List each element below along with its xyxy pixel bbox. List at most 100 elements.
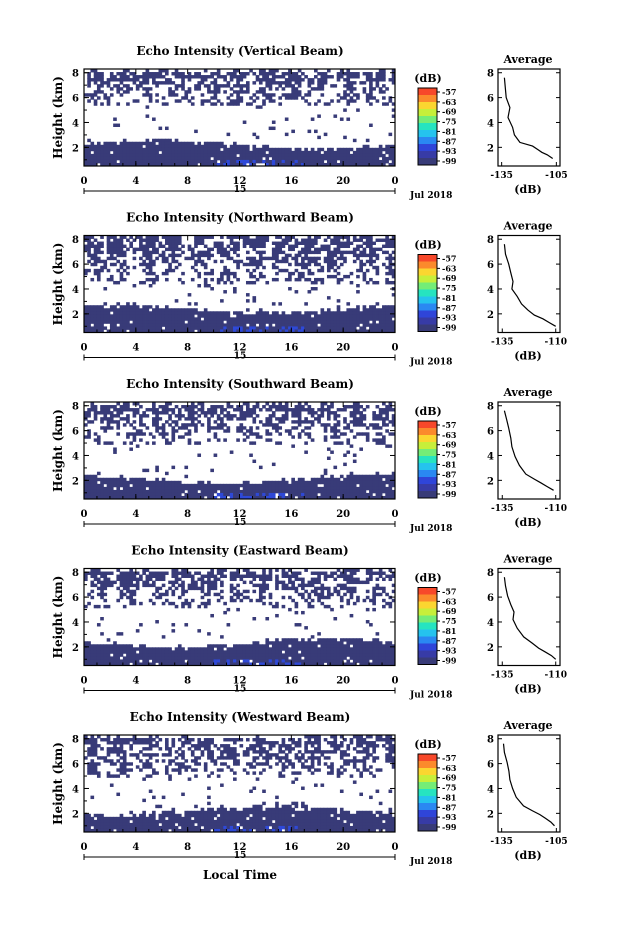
- heatmap-cell: [352, 405, 357, 409]
- heatmap-cell: [271, 314, 276, 318]
- heatmap-cell: [233, 326, 237, 330]
- heatmap-cell: [252, 93, 257, 97]
- heatmap-cell: [268, 99, 273, 103]
- heatmap-cell: [258, 420, 263, 424]
- heatmap-cell: [346, 241, 351, 245]
- heatmap-cell: [96, 314, 101, 318]
- heatmap-cell: [187, 78, 192, 82]
- heatmap-cell: [346, 244, 351, 249]
- heatmap-cell: [197, 495, 202, 500]
- heatmap-cell: [284, 78, 289, 82]
- heatmap-cell: [93, 305, 98, 309]
- heatmap-cell: [155, 274, 159, 279]
- heatmap-cell: [365, 477, 370, 482]
- heatmap-cell: [359, 262, 363, 267]
- heatmap-cell: [164, 153, 169, 158]
- heatmap-cell: [103, 162, 108, 167]
- heatmap-cell: [294, 483, 299, 488]
- heatmap-cell: [109, 153, 114, 158]
- heatmap-cell: [126, 432, 130, 436]
- heatmap-cell: [93, 271, 98, 276]
- heatmap-cell: [207, 423, 211, 427]
- heatmap-cell: [346, 477, 351, 482]
- heatmap-cell: [369, 323, 373, 327]
- heatmap-cell: [281, 408, 286, 412]
- heatmap-cell: [174, 486, 179, 491]
- heatmap-cell: [326, 447, 331, 451]
- heatmap-cell: [87, 489, 91, 494]
- heatmap-cell: [323, 489, 328, 494]
- heatmap-cell: [268, 81, 273, 85]
- heatmap-cell: [262, 90, 266, 94]
- heatmap-cell: [314, 480, 318, 485]
- heatmap-cell: [177, 426, 182, 430]
- heatmap-cell: [314, 317, 318, 321]
- heatmap-cell: [385, 480, 389, 485]
- heatmap-cell: [213, 150, 218, 155]
- heatmap-cell: [330, 99, 334, 103]
- heatmap-cell: [258, 486, 263, 491]
- heatmap-cell: [236, 589, 240, 594]
- heatmap-cell: [135, 662, 140, 666]
- heatmap-cell: [229, 153, 234, 158]
- heatmap-cell: [242, 574, 247, 578]
- heatmap-cell: [362, 150, 367, 155]
- heatmap-cell: [385, 147, 389, 152]
- heatmap-cell: [174, 329, 179, 333]
- heatmap-cell: [262, 423, 266, 427]
- heatmap-cell: [326, 69, 331, 73]
- heatmap-cell: [152, 653, 156, 657]
- heatmap-cell: [119, 235, 124, 239]
- heatmap-cell: [352, 317, 357, 321]
- heatmap-cell: [245, 280, 250, 285]
- heatmap-cell: [148, 492, 153, 497]
- heatmap-cell: [113, 323, 117, 327]
- heatmap-cell: [323, 492, 328, 497]
- heatmap-cell: [258, 592, 263, 597]
- heatmap-cell: [223, 247, 227, 252]
- heatmap-cell: [132, 653, 137, 657]
- y-tick-label: 2: [72, 143, 79, 154]
- heatmap-cell: [109, 656, 114, 660]
- heatmap-cell: [236, 486, 240, 491]
- heatmap-cell: [116, 656, 121, 660]
- heatmap-cell: [275, 87, 279, 91]
- heatmap-cell: [207, 580, 211, 585]
- heatmap-cell: [216, 323, 221, 327]
- colorbar-swatch: [418, 144, 437, 152]
- profile-x-axis-label: (dB): [514, 183, 541, 196]
- heatmap-cell: [113, 450, 117, 454]
- heatmap-cell: [242, 320, 247, 324]
- heatmap-cell: [229, 238, 234, 242]
- heatmap-cell: [200, 411, 205, 415]
- heatmap-cell: [194, 259, 198, 264]
- heatmap-cell: [129, 601, 133, 606]
- heatmap-cell: [207, 408, 211, 412]
- heatmap-cell: [378, 147, 383, 152]
- heatmap-cell: [226, 662, 231, 666]
- heatmap-cell: [103, 159, 108, 164]
- heatmap-cell: [122, 150, 127, 155]
- heatmap-cell: [171, 72, 176, 76]
- heatmap-cell: [258, 595, 263, 600]
- heatmap-cell: [194, 417, 198, 421]
- heatmap-cell: [391, 153, 396, 158]
- heatmap-cell: [255, 653, 260, 657]
- heatmap-cell: [333, 435, 338, 439]
- heatmap-cell: [359, 417, 363, 421]
- heatmap-cell: [258, 647, 263, 651]
- heatmap-cell: [142, 650, 146, 654]
- heatmap-cell: [139, 662, 143, 666]
- heatmap-cell: [236, 84, 240, 88]
- heatmap-cell: [378, 432, 383, 436]
- heatmap-cell: [168, 495, 172, 500]
- heatmap-cell: [284, 480, 289, 485]
- panel-title: Echo Intensity (Northward Beam): [126, 211, 354, 225]
- heatmap-cell: [288, 147, 292, 152]
- heatmap-cell: [161, 150, 166, 155]
- heatmap-cell: [164, 483, 169, 488]
- heatmap-cell: [203, 653, 208, 657]
- heatmap-cell: [265, 492, 270, 497]
- heatmap-cell: [388, 329, 393, 333]
- heatmap-cell: [190, 402, 195, 406]
